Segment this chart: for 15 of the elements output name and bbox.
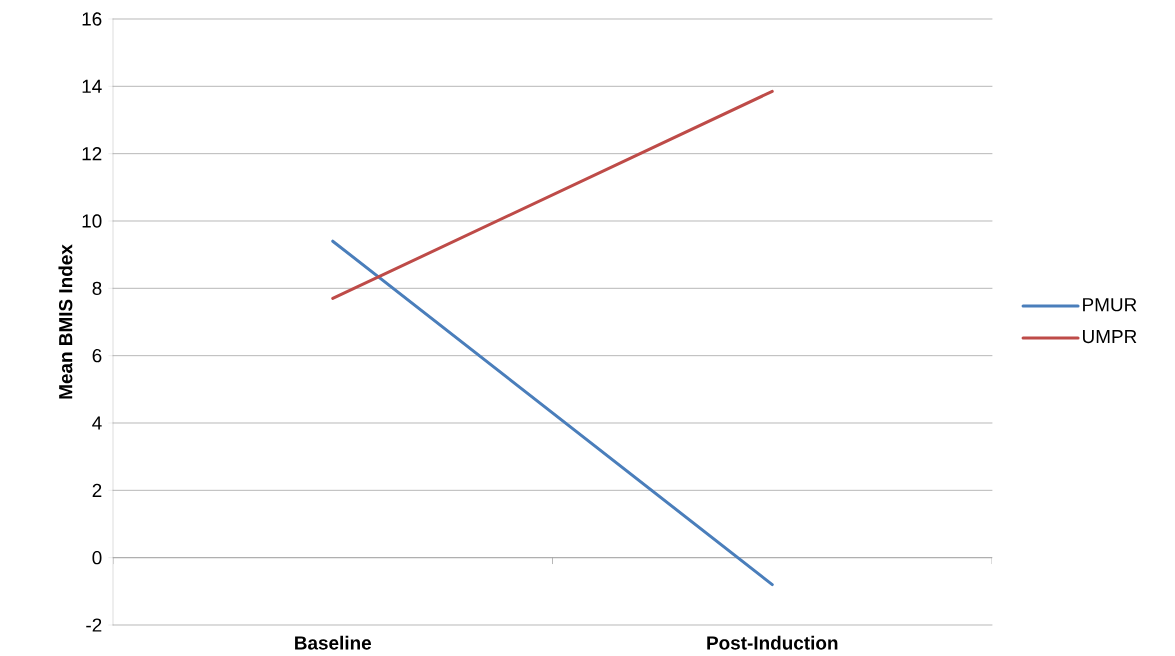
- legend-label: UMPR: [1083, 330, 1137, 344]
- legend-label: PMUR: [1083, 298, 1137, 312]
- y-tick-label: 0: [92, 550, 102, 565]
- y-tick-label: 14: [82, 79, 102, 93]
- y-axis-title: Mean BMIS Index: [58, 244, 73, 399]
- y-tick-label: 8: [92, 281, 102, 296]
- y-tick-label: 6: [92, 348, 102, 363]
- x-tick-label: Post-Induction: [707, 635, 838, 650]
- x-tick-label: Baseline: [295, 635, 372, 650]
- y-tick-label: 4: [92, 416, 102, 430]
- y-tick-label: -2: [86, 618, 102, 632]
- y-tick-label: 16: [82, 12, 102, 26]
- y-tick-label: 10: [82, 214, 102, 228]
- y-tick-label: 2: [92, 483, 102, 497]
- y-tick-label: 12: [82, 147, 102, 161]
